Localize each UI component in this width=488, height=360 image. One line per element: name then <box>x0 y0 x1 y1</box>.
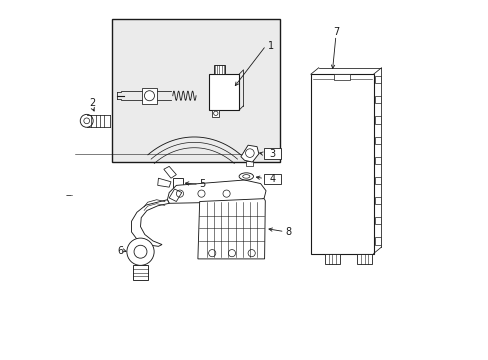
Bar <box>333 74 349 80</box>
Text: 5: 5 <box>199 179 205 189</box>
Bar <box>325 253 339 264</box>
Polygon shape <box>163 166 176 178</box>
Bar <box>374 76 380 83</box>
Text: 2: 2 <box>89 98 95 108</box>
Bar <box>374 116 380 123</box>
Bar <box>374 177 380 184</box>
Bar <box>214 65 224 74</box>
Ellipse shape <box>242 175 249 178</box>
Polygon shape <box>241 145 258 162</box>
Bar <box>172 178 183 189</box>
Text: 6: 6 <box>117 246 123 256</box>
Bar <box>374 197 380 204</box>
Bar <box>357 253 371 264</box>
Bar <box>112 19 280 162</box>
Bar <box>374 136 380 144</box>
Bar <box>374 96 380 103</box>
Ellipse shape <box>239 173 253 180</box>
Bar <box>246 161 252 166</box>
Bar <box>264 174 281 184</box>
Circle shape <box>126 238 154 265</box>
Polygon shape <box>198 199 265 259</box>
Bar <box>310 74 373 253</box>
Text: 1: 1 <box>268 41 274 50</box>
Text: 8: 8 <box>285 227 291 237</box>
Polygon shape <box>131 200 169 246</box>
Polygon shape <box>167 180 265 203</box>
Bar <box>212 110 219 117</box>
Bar <box>208 74 239 110</box>
Text: 4: 4 <box>269 174 275 184</box>
Bar <box>132 265 148 280</box>
Text: 7: 7 <box>332 27 338 37</box>
Text: 3: 3 <box>269 149 275 159</box>
Bar <box>142 88 156 104</box>
Bar <box>374 217 380 224</box>
Polygon shape <box>169 189 182 202</box>
Bar <box>264 148 281 159</box>
Polygon shape <box>158 178 171 187</box>
Bar <box>374 157 380 164</box>
Bar <box>374 237 380 244</box>
